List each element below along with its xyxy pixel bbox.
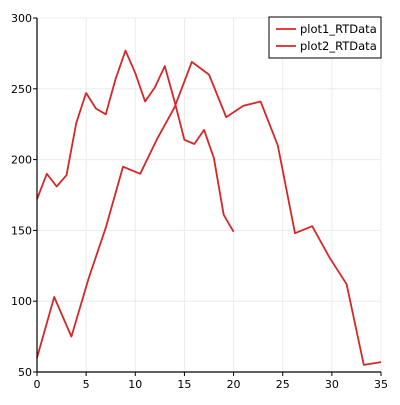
tick-labels: 0 5 10 15 20 25 30 35 50 100 150 200 250 300	[11, 12, 388, 391]
y-tick-label: 250	[11, 83, 32, 96]
x-tick-label: 30	[325, 378, 339, 391]
legend: plot1_RTData plot2_RTData	[268, 16, 382, 59]
axes	[36, 18, 381, 373]
legend-label-plot2: plot2_RTData	[300, 39, 377, 53]
y-tick-label: 200	[11, 154, 32, 167]
x-tick-label: 35	[374, 378, 388, 391]
series-line-1	[36, 49, 235, 233]
x-tick-label: 0	[34, 378, 41, 391]
y-tick-label: 50	[18, 366, 32, 379]
x-tick-label: 20	[227, 378, 241, 391]
grid-lines	[37, 17, 382, 372]
legend-label-plot1: plot1_RTData	[300, 22, 377, 36]
legend-box	[268, 16, 382, 59]
x-tick-label: 15	[177, 378, 191, 391]
x-tick-label: 25	[276, 378, 290, 391]
y-tick-label: 300	[11, 12, 32, 25]
y-tick-label: 150	[11, 224, 32, 237]
series-line-2	[36, 61, 382, 366]
y-tick-label: 100	[11, 295, 32, 308]
x-tick-label: 10	[128, 378, 142, 391]
series-lines	[36, 49, 382, 366]
x-tick-label: 5	[83, 378, 90, 391]
